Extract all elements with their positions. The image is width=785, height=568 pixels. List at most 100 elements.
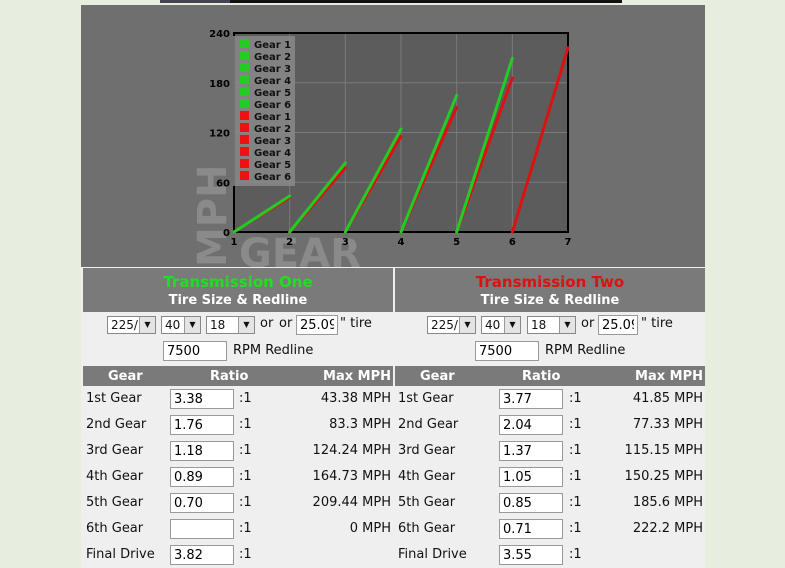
max-mph-value: 222.2 MPH	[632, 521, 703, 536]
rpm-redline-label: RPM Redline	[545, 343, 626, 358]
ratio-suffix: :1	[239, 547, 252, 562]
gear-ratio-input[interactable]	[499, 519, 563, 539]
gear-label: 4th Gear	[86, 469, 144, 484]
x-tick-label: 7	[565, 237, 572, 248]
ratio-suffix: :1	[239, 495, 252, 510]
ratio-suffix: :1	[239, 469, 252, 484]
gear-line	[232, 194, 292, 234]
panel-subtitle: Tire Size & Redline	[480, 293, 620, 308]
gear-chart: MPH GEAR 0 60 120 180 240 1 2 3 4 5 6 7 Gear 1 Gear 2 Ge…	[81, 5, 705, 267]
tire-size-row: 225/▼ 40▼ 18▼ or or " tire	[83, 312, 393, 338]
transmission-two-panel: Transmission Two Tire Size & Redline 225…	[395, 268, 705, 568]
max-mph-value: 41.85 MPH	[632, 391, 703, 406]
gear-row: 5th Gear:1 185.6 MPH	[395, 490, 705, 516]
ratio-suffix: :1	[239, 391, 252, 406]
ratio-suffix: :1	[569, 469, 582, 484]
gear-label: 4th Gear	[398, 469, 456, 484]
gear-ratio-input[interactable]	[170, 389, 234, 409]
ratio-suffix: :1	[569, 443, 582, 458]
gear-ratio-input[interactable]	[499, 545, 563, 565]
legend-label: Gear 3	[254, 64, 291, 75]
gear-row: 5th Gear:1 209.44 MPH	[83, 490, 393, 516]
max-mph-value: 115.15 MPH	[624, 443, 703, 458]
ratio-suffix: :1	[239, 417, 252, 432]
chevron-down-icon: ▼	[559, 317, 575, 333]
max-mph-value: 43.38 MPH	[320, 391, 391, 406]
tire-aspect-select[interactable]: 40 ▼	[481, 316, 521, 334]
gear-row: Final Drive :1	[83, 542, 393, 568]
tire-diameter-input[interactable]	[296, 315, 338, 335]
ratio-suffix: :1	[239, 521, 252, 536]
x-tick-label: 5	[453, 237, 460, 248]
col-max-mph: Max MPH	[635, 369, 703, 384]
tire-rim-select[interactable]: 18 ▼	[206, 316, 255, 334]
chevron-down-icon: ▼	[459, 317, 475, 333]
gear-ratio-input[interactable]	[499, 415, 563, 435]
watermark-gear: GEAR	[239, 231, 361, 267]
tire-aspect-select[interactable]: 40 ▼	[161, 316, 201, 334]
max-mph-value: 209.44 MPH	[312, 495, 391, 510]
y-tick-label: 240	[209, 29, 230, 40]
gear-row: 1st Gear :1 41.85 MPH	[395, 386, 705, 412]
gear-label: 2nd Gear	[86, 417, 147, 432]
rpm-redline-input[interactable]	[475, 341, 539, 361]
y-tick-label: 60	[216, 178, 230, 189]
rpm-row: RPM Redline	[83, 338, 393, 364]
tire-rim-select[interactable]: 18 ▼	[527, 316, 576, 334]
legend-swatch	[240, 123, 249, 132]
gear-label: Final Drive	[86, 547, 155, 562]
tire-label: " tire	[340, 316, 372, 331]
panel-subtitle: Tire Size & Redline	[168, 293, 308, 308]
panel-header: Transmission One Tire Size & Redline	[83, 268, 393, 312]
gear-label: 3rd Gear	[86, 443, 144, 458]
gear-ratio-input[interactable]	[499, 467, 563, 487]
gear-ratio-input[interactable]	[170, 467, 234, 487]
legend-swatch	[240, 135, 249, 144]
tire-diameter-input[interactable]	[598, 315, 638, 335]
tire-label: " tire	[641, 316, 673, 331]
legend-swatch	[240, 159, 249, 168]
tire-width-value: 225/	[431, 318, 458, 332]
gear-ratio-input[interactable]	[170, 545, 234, 565]
gear-label: 1st Gear	[86, 391, 142, 406]
gear-row: 1st Gear :1 43.38 MPH	[83, 386, 393, 412]
x-tick-label: 2	[286, 237, 293, 248]
max-mph-value: 164.73 MPH	[312, 469, 391, 484]
watermark-mph: MPH	[190, 164, 236, 267]
x-tick-label: 3	[342, 237, 349, 248]
tire-rim-value: 18	[210, 318, 226, 332]
ratio-suffix: :1	[569, 391, 582, 406]
ratio-suffix: :1	[239, 443, 252, 458]
gear-ratio-input[interactable]	[170, 415, 234, 435]
legend-swatch	[240, 147, 249, 156]
gear-line	[510, 46, 570, 234]
x-tick-label: 4	[398, 237, 405, 248]
gear-ratio-input[interactable]	[499, 493, 563, 513]
gear-ratio-input[interactable]	[170, 519, 234, 539]
tire-width-select[interactable]: 225/▼	[107, 316, 156, 334]
panel-title: Transmission Two	[475, 273, 625, 291]
tire-width-value: 225/	[111, 318, 138, 332]
gear-ratio-input[interactable]	[170, 441, 234, 461]
gear-label: 5th Gear	[398, 495, 456, 510]
legend-swatch	[240, 39, 249, 48]
tire-aspect-value: 40	[165, 318, 181, 332]
top-banner-strip	[160, 0, 622, 3]
tire-width-select[interactable]: 225/▼	[427, 316, 476, 334]
gear-row: 4th Gear :1 164.73 MPH	[83, 464, 393, 490]
rpm-redline-label: RPM Redline	[233, 343, 314, 358]
gear-label: 1st Gear	[398, 391, 454, 406]
gear-table-header: Gear Ratio Max MPH	[83, 366, 393, 386]
rpm-row: RPM Redline	[395, 338, 705, 364]
legend-label: Gear 1	[254, 40, 291, 51]
col-ratio: Ratio	[522, 369, 561, 384]
legend-label: Gear 4	[254, 148, 291, 159]
gear-ratio-input[interactable]	[499, 389, 563, 409]
legend-label: Gear 2	[254, 124, 291, 135]
gear-row: 2nd Gear:1 77.33 MPH	[395, 412, 705, 438]
gear-ratio-input[interactable]	[170, 493, 234, 513]
tire-size-row: 225/▼ 40▼ 18▼ or " tire	[395, 312, 705, 338]
gear-ratio-input[interactable]	[499, 441, 563, 461]
rpm-redline-input[interactable]	[163, 341, 227, 361]
